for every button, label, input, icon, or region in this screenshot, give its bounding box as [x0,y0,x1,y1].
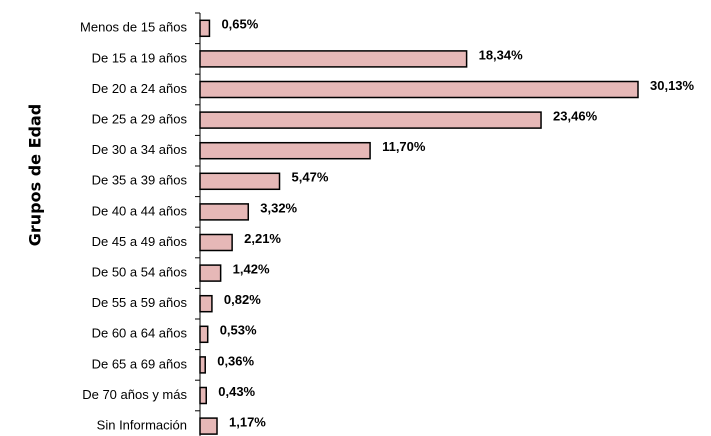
y-tick-label: De 55 a 59 años [92,295,188,310]
bar [199,111,542,129]
value-label: 5,47% [292,170,329,185]
value-label: 3,32% [260,200,297,215]
y-tick-label: De 40 a 44 años [92,203,188,218]
y-tick-label: De 65 a 69 años [92,356,188,371]
bar [199,294,213,313]
y-tick-label: De 15 a 19 años [92,50,188,65]
bar [199,356,206,374]
y-tick-label: De 20 a 24 años [92,81,188,96]
y-tick-label: Menos de 15 años [80,20,187,35]
value-label: 0,82% [224,292,261,307]
y-tick-label: De 50 a 54 años [92,265,188,280]
y-tick-label: De 35 a 39 años [92,173,188,188]
bar [199,203,250,221]
bar [199,386,208,405]
value-label: 2,21% [244,231,281,246]
value-label: 1,17% [229,415,266,430]
y-axis-title: Grupos de Edad [26,104,45,246]
bar [199,417,218,435]
y-tick-label: Sin Información [97,418,187,433]
y-tick-label: De 60 a 64 años [92,326,188,341]
bar [199,141,371,160]
value-label: 0,53% [220,323,257,338]
value-label: 0,36% [217,353,254,368]
bar [199,172,281,191]
bar [199,325,209,344]
bar [199,233,233,252]
y-tick-label: De 45 a 49 años [92,234,188,249]
value-label: 18,34% [479,47,524,62]
bar [199,19,211,38]
bar [199,80,639,99]
value-label: 1,42% [233,262,270,277]
value-label: 0,65% [221,17,258,32]
bar [199,50,468,68]
value-label: 23,46% [553,109,598,124]
y-tick-label: De 70 años y más [82,387,187,402]
y-tick-label: De 30 a 34 años [92,142,188,157]
value-label: 30,13% [650,78,695,93]
bar [199,264,222,282]
value-label: 0,43% [218,384,255,399]
value-label: 11,70% [382,139,426,154]
y-tick-label: De 25 a 29 años [92,112,188,127]
